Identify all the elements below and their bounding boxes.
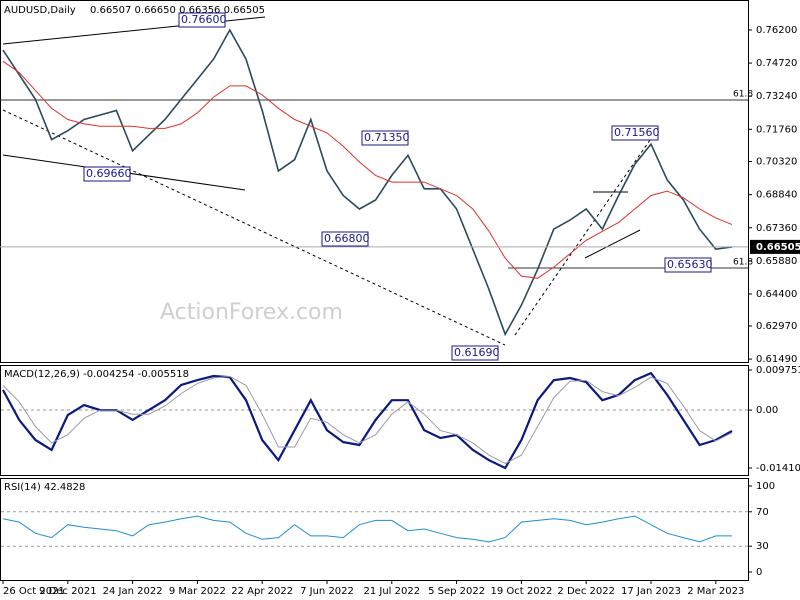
x-tick-label: 2 Mar 2023	[687, 586, 744, 597]
ohlc: 0.66507 0.66650 0.66356 0.66505	[90, 5, 265, 16]
annotation: 0.71350	[364, 131, 410, 144]
series-line	[2, 371, 733, 470]
series-line	[2, 60, 733, 279]
watermark: ActionForex.com	[160, 300, 343, 325]
series-line	[2, 375, 733, 465]
y-tick-label: 0.61490	[756, 354, 797, 365]
x-tick-label: 9 Dec 2021	[39, 586, 97, 597]
symbol-title: AUDUSD,Daily	[4, 5, 76, 16]
last-price-box	[750, 239, 800, 254]
annotation-box	[361, 130, 409, 146]
y-tick-label: 100	[756, 481, 775, 492]
series-line	[2, 28, 733, 337]
annotation: 0.69660	[86, 167, 132, 180]
x-tick-label: 19 Oct 2022	[490, 586, 552, 597]
rsi-title: RSI(14) 42.4828	[4, 482, 85, 493]
trendline	[584, 229, 641, 259]
series-line	[2, 515, 732, 543]
annotation: 0.61690	[454, 346, 500, 359]
x-tick-label: 9 Mar 2022	[169, 586, 226, 597]
x-tick-label: 22 Apr 2022	[231, 586, 293, 597]
y-tick-label: 0.74720	[756, 58, 797, 69]
macd-title: MACD(12,26,9) -0.004254 -0.005518	[4, 369, 189, 380]
x-tick-label: 26 Oct 2021	[3, 586, 65, 597]
y-tick-label: 0.71760	[756, 124, 797, 135]
y-tick-label: 0.67360	[756, 223, 797, 234]
annotation-box	[451, 345, 499, 361]
x-tick-label: 17 Jan 2023	[621, 586, 681, 597]
annotation: 0.71560	[614, 126, 660, 139]
x-tick-label: 5 Sep 2022	[428, 586, 485, 597]
annotation-box	[321, 231, 369, 247]
trendline	[514, 139, 651, 336]
annotation: 0.66800	[324, 232, 370, 245]
y-tick-label: 0	[756, 567, 762, 578]
y-tick-label: 0.65880	[756, 256, 797, 267]
x-tick-label: 21 Jul 2022	[363, 586, 420, 597]
y-tick-label: 0.00	[756, 405, 778, 416]
annotation-box	[178, 12, 226, 28]
last-price-label: 0.66505	[756, 242, 800, 253]
annotation: 0.65630	[667, 258, 713, 271]
y-tick-label: 0.68840	[756, 190, 797, 201]
annotation: 61.8	[733, 258, 753, 268]
annotation-box	[664, 257, 712, 273]
y-tick-label: 0.009751	[756, 365, 800, 376]
rsi-frame	[0, 478, 749, 581]
annotation-box	[611, 125, 659, 141]
x-tick-label: 2 Dec 2022	[557, 586, 615, 597]
y-tick-label: 0.76200	[756, 25, 797, 36]
y-tick-label: 0.73240	[756, 91, 797, 102]
y-tick-label: 0.62970	[756, 321, 797, 332]
y-tick-label: 30	[756, 541, 769, 552]
y-tick-label: 70	[756, 507, 769, 518]
annotation: 61.8	[733, 90, 753, 100]
macd-frame	[0, 365, 749, 476]
trendline	[2, 109, 506, 346]
y-tick-label: 0.70320	[756, 157, 797, 168]
x-tick-label: 7 Jun 2022	[300, 586, 354, 597]
annotation: 0.76600	[181, 13, 227, 26]
annotation-box	[83, 166, 131, 182]
x-tick-label: 24 Jan 2022	[103, 586, 163, 597]
y-tick-label: -0.014107	[756, 463, 800, 474]
y-tick-label: 0.64400	[756, 289, 797, 300]
price-frame	[0, 0, 749, 363]
